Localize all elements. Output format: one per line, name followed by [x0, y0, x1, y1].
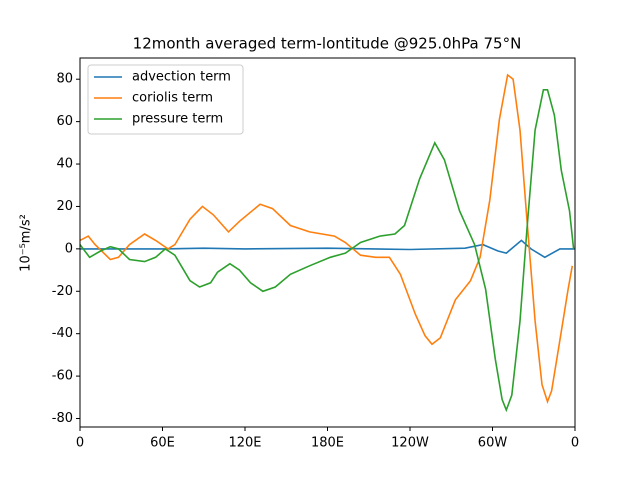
x-tick-label: 120E	[228, 436, 261, 451]
legend-box	[87, 64, 244, 135]
series-line	[79, 73, 574, 405]
x-tick-label: 60E	[150, 436, 175, 451]
legend-label: advection term	[132, 70, 231, 85]
chart-title: 12month averaged term-lontitude @925.0hP…	[133, 35, 522, 53]
y-axis-label: 10⁻⁵m/s²	[19, 214, 34, 272]
y-tick-label: 80	[56, 72, 73, 87]
x-tick-label: 180E	[311, 436, 344, 451]
y-tick-label: 20	[56, 199, 73, 214]
y-tick-label: -40	[52, 326, 73, 341]
series-line	[79, 89, 575, 413]
y-tick-label: -20	[52, 284, 73, 299]
x-tick-label: 0	[571, 436, 579, 451]
x-tick-label: 60W	[478, 436, 508, 451]
x-tick-label: 0	[76, 436, 84, 451]
y-tick-label: 0	[65, 241, 73, 256]
legend: advection term coriolis term pressure term	[87, 64, 244, 135]
plot-frame	[79, 57, 576, 428]
y-tick-label: -60	[52, 369, 73, 384]
legend-label: pressure term	[132, 112, 223, 127]
y-tick-label: -80	[52, 411, 73, 426]
y-tick-label: 40	[56, 157, 73, 172]
x-tick-label: 120W	[391, 436, 429, 451]
y-tick-label: 60	[56, 114, 73, 129]
legend-label: coriolis term	[132, 91, 213, 106]
